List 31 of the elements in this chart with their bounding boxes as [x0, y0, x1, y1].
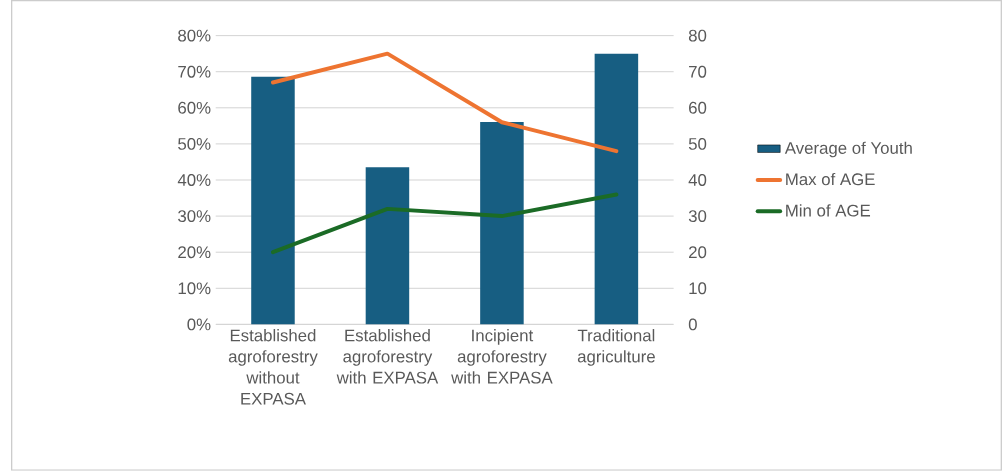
- line-series: [270, 51, 619, 154]
- y-tick-label: 30%: [178, 210, 211, 223]
- bar: [251, 76, 295, 325]
- y-tick-label: 10%: [178, 282, 211, 295]
- y-tick-label: 20%: [178, 246, 211, 259]
- x-tick-label: Established agroforestry without EXPASA: [228, 329, 318, 405]
- bar: [365, 167, 410, 325]
- y-tick-label: 70%: [178, 65, 211, 78]
- x-tick-label: Established agroforestry with EXPASA: [336, 329, 439, 384]
- legend-label: Average of Youth: [784, 141, 912, 158]
- y-tick-label: 60%: [178, 101, 211, 114]
- y2-tick-label: 30: [688, 210, 707, 223]
- y2-tick-label: 40: [688, 174, 707, 187]
- y2-tick-label: 20: [689, 246, 707, 259]
- bar: [480, 121, 524, 325]
- legend-label: Min of AGE: [786, 204, 871, 217]
- y2-tick-label: 80: [688, 29, 707, 42]
- y2-tick-label: 50: [688, 138, 707, 150]
- y2-tick-label: 0: [688, 318, 697, 331]
- bar: [594, 53, 639, 325]
- y2-tick-label: 70: [689, 65, 707, 78]
- y2-tick-label: 10: [689, 282, 707, 295]
- y2-tick-label: 60: [689, 101, 707, 114]
- y-tick-label: 0%: [187, 318, 211, 331]
- y-tick-label: 50%: [178, 138, 211, 150]
- y-tick-label: 40%: [177, 174, 211, 187]
- line-series: [270, 192, 619, 255]
- x-tick-label: Traditional agriculture: [577, 329, 655, 366]
- x-tick-label: Incipient agroforestry with EXPASA: [451, 329, 553, 384]
- y-tick-label: 80%: [178, 29, 211, 42]
- legend-label: Max of AGE: [786, 173, 875, 186]
